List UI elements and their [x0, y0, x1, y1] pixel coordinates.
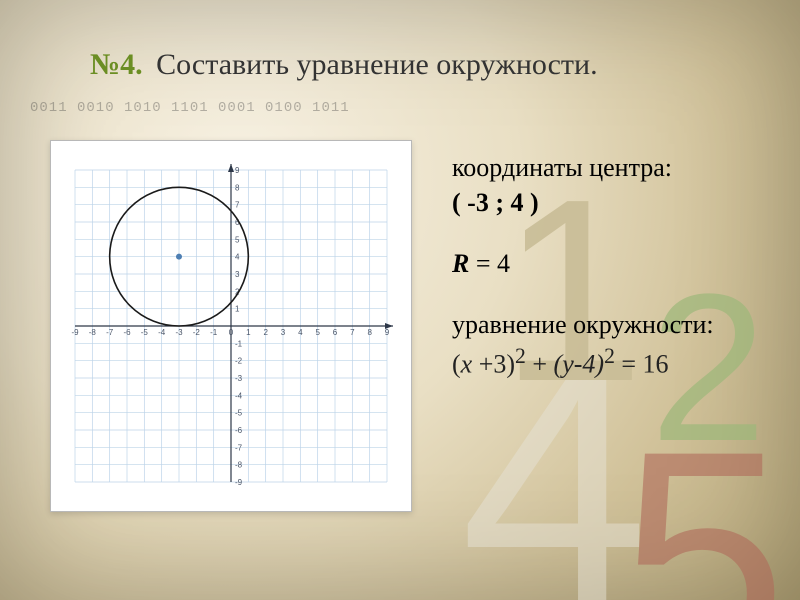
svg-text:-7: -7	[235, 443, 243, 452]
center-coordinates: ( -3 ; 4 )	[452, 185, 750, 220]
svg-text:2: 2	[263, 328, 268, 337]
svg-text:7: 7	[235, 201, 240, 210]
svg-text:-9: -9	[71, 328, 79, 337]
svg-text:-3: -3	[235, 374, 243, 383]
title: №4. Составить уравнение окружности.	[90, 48, 598, 81]
equation-label: уравнение окружности:	[452, 307, 750, 342]
svg-text:1: 1	[246, 328, 251, 337]
center-block: координаты центра: ( -3 ; 4 )	[452, 150, 750, 220]
svg-text:8: 8	[235, 183, 240, 192]
radius-value: = 4	[469, 249, 510, 278]
svg-text:3: 3	[281, 328, 286, 337]
svg-text:5: 5	[235, 235, 240, 244]
svg-text:9: 9	[235, 166, 240, 175]
radius-block: R = 4	[452, 246, 750, 281]
radius-symbol: R	[452, 249, 469, 278]
svg-text:-4: -4	[158, 328, 166, 337]
svg-text:3: 3	[235, 270, 240, 279]
svg-text:-1: -1	[235, 339, 243, 348]
coordinate-grid: -9-8-7-6-5-4-3-2-10123456789-9-8-7-6-5-4…	[61, 156, 401, 496]
answer-column: координаты центра: ( -3 ; 4 ) R = 4 урав…	[412, 140, 750, 560]
svg-text:-6: -6	[235, 426, 243, 435]
binary-watermark: 0011 0010 1010 1101 0001 0100 1011	[30, 100, 350, 116]
svg-text:-5: -5	[141, 328, 149, 337]
svg-text:4: 4	[298, 328, 303, 337]
equation-block: уравнение окружности: (x +3)2 + (y-4)2 =…	[452, 307, 750, 382]
title-number: №4.	[90, 48, 143, 81]
svg-text:6: 6	[333, 328, 338, 337]
center-label: координаты центра:	[452, 150, 750, 185]
svg-text:-1: -1	[210, 328, 218, 337]
svg-text:0: 0	[229, 328, 234, 337]
svg-text:-2: -2	[193, 328, 201, 337]
svg-text:-4: -4	[235, 391, 243, 400]
svg-text:-9: -9	[235, 478, 243, 487]
svg-text:9: 9	[385, 328, 390, 337]
svg-text:8: 8	[367, 328, 372, 337]
svg-text:4: 4	[235, 253, 240, 262]
title-text: Составить уравнение окружности.	[156, 48, 597, 81]
svg-text:-6: -6	[123, 328, 131, 337]
svg-text:-5: -5	[235, 409, 243, 418]
svg-text:-8: -8	[89, 328, 97, 337]
svg-text:1: 1	[235, 305, 240, 314]
slide: 4 5 2 1 №4. Составить уравнение окружнос…	[0, 0, 800, 600]
graph-panel: -9-8-7-6-5-4-3-2-10123456789-9-8-7-6-5-4…	[50, 140, 412, 512]
svg-text:5: 5	[315, 328, 320, 337]
svg-text:-2: -2	[235, 357, 243, 366]
equation-value: (x +3)2 + (y-4)2 = 16	[452, 342, 750, 382]
svg-text:-8: -8	[235, 461, 243, 470]
content-row: -9-8-7-6-5-4-3-2-10123456789-9-8-7-6-5-4…	[50, 140, 750, 560]
svg-text:-3: -3	[175, 328, 183, 337]
svg-text:-7: -7	[106, 328, 114, 337]
svg-text:7: 7	[350, 328, 355, 337]
